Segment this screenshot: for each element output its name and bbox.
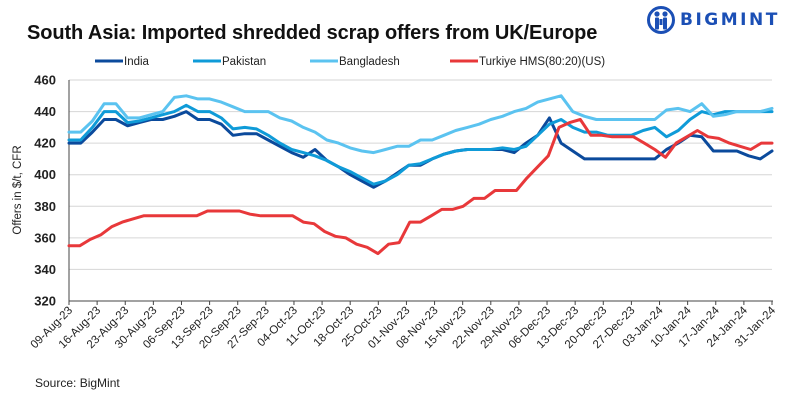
series-line-india: [67, 110, 774, 189]
legend-label: Bangladesh: [339, 56, 400, 68]
gridlines: [69, 79, 772, 270]
y-tick-label: 460: [34, 73, 56, 88]
series-line-bangladesh: [67, 94, 774, 155]
brand-logo: BIGMINT: [647, 6, 780, 34]
chart-title: South Asia: Imported shredded scrap offe…: [27, 22, 598, 44]
legend-item: Bangladesh: [310, 56, 400, 68]
legend: India Pakistan Bangladesh Turkiye HMS(80:20…: [95, 56, 605, 68]
x-axis: 09-Aug-2316-Aug-2323-Aug-2330-Aug-2306-S…: [29, 300, 779, 351]
source-note: Source: BigMint: [35, 376, 120, 390]
y-axis: 320 340 360 380 400 420 440 460: [34, 73, 70, 309]
legend-item: India: [95, 56, 150, 68]
y-tick-label: 340: [34, 262, 56, 277]
series-lines: [67, 94, 774, 256]
y-tick-label: 380: [34, 199, 56, 214]
y-tick-label: 320: [34, 294, 56, 309]
legend-label: India: [124, 56, 150, 68]
y-tick-label: 420: [34, 136, 56, 151]
bigmint-logo-icon: [647, 6, 675, 34]
y-tick-label: 440: [34, 104, 56, 119]
legend-label: Pakistan: [222, 56, 266, 68]
legend-item: Pakistan: [193, 56, 266, 68]
y-tick-label: 360: [34, 230, 56, 245]
series-line-turkiye-hms-80-20-us: [67, 118, 774, 256]
series-line-pakistan: [67, 103, 774, 186]
y-tick-label: 400: [34, 167, 56, 182]
legend-label: Turkiye HMS(80:20)(US): [479, 56, 605, 68]
brand-name: BIGMINT: [680, 10, 780, 30]
legend-item: Turkiye HMS(80:20)(US): [450, 56, 605, 68]
y-axis-title: Offers in $/t, CFR: [12, 145, 24, 234]
